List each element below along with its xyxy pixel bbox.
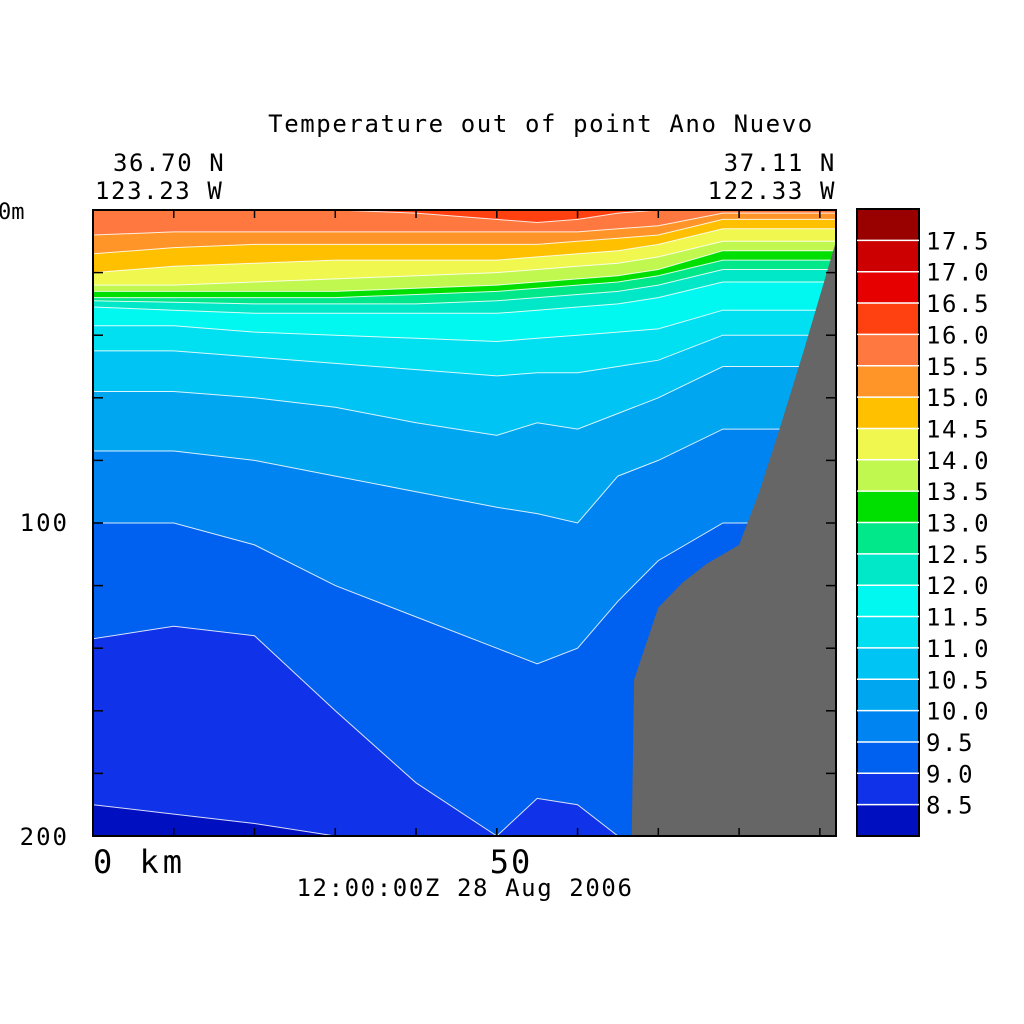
colorbar-swatch <box>857 303 919 335</box>
colorbar <box>857 209 919 837</box>
y-tick-label-200: 200 <box>20 823 69 851</box>
isotherm-line <box>93 804 836 836</box>
x-tick-label-0: 0 km <box>93 843 186 881</box>
y-tick-label-0: 0m <box>0 200 25 225</box>
colorbar-label: 11.5 <box>926 604 990 632</box>
colorbar-label: 15.5 <box>926 353 990 381</box>
colorbar-label: 9.5 <box>926 729 974 757</box>
colorbar-swatch <box>857 773 919 806</box>
colorbar-label: 12.5 <box>926 541 990 569</box>
isotherm-line <box>93 218 836 255</box>
end-longitude: 122.33 W <box>708 177 836 205</box>
x-tick-label-50: 50 <box>490 843 533 881</box>
axis-ticks <box>93 210 836 836</box>
chart-title: Temperature out of point Ano Nuevo <box>268 110 814 138</box>
colorbar-swatch <box>857 522 919 555</box>
colorbar-swatch <box>857 209 919 241</box>
colorbar-label: 11.0 <box>926 635 990 663</box>
end-latitude: 37.11 N <box>724 149 836 177</box>
colorbar-label: 9.0 <box>926 760 974 788</box>
colorbar-swatch <box>857 710 919 743</box>
colorbar-label: 17.5 <box>926 227 990 255</box>
timestamp-label: 12:00:00Z 28 Aug 2006 <box>296 874 633 902</box>
colorbar-label: 10.5 <box>926 666 990 694</box>
colorbar-swatch <box>857 741 919 774</box>
colorbar-label: 13.5 <box>926 478 990 506</box>
colorbar-label: 16.0 <box>926 321 990 349</box>
colorbar-swatch <box>857 271 919 304</box>
colorbar-swatch <box>857 365 919 398</box>
isotherm-line <box>93 210 836 224</box>
colorbar-swatch <box>857 804 919 837</box>
colorbar-labels: 17.5 17.0 16.5 16.0 15.5 15.0 14.5 14.0 13.5 13.0… <box>857 227 990 820</box>
colorbar-swatch <box>857 334 919 367</box>
isotherm-line <box>93 522 836 665</box>
colorbar-label: 10.0 <box>926 698 990 726</box>
colorbar-swatch <box>857 459 919 492</box>
colorbar-swatch <box>857 553 919 586</box>
colorbar-swatch <box>857 616 919 649</box>
isotherm-line <box>93 250 836 292</box>
contour-plot-area <box>93 210 836 836</box>
colorbar-swatch <box>857 428 919 461</box>
isotherm-line <box>93 428 836 524</box>
start-longitude: 123.23 W <box>95 177 223 205</box>
y-tick-label-100: 100 <box>20 509 69 537</box>
start-latitude: 36.70 N <box>113 149 225 177</box>
isotherm-line <box>93 334 836 377</box>
isotherm-line <box>93 212 836 236</box>
colorbar-swatch <box>857 585 919 618</box>
colorbar-swatch <box>857 647 919 680</box>
colorbar-label: 17.0 <box>926 259 990 287</box>
colorbar-label: 14.5 <box>926 416 990 444</box>
isotherm-band <box>93 210 836 223</box>
colorbar-label: 16.5 <box>926 290 990 318</box>
isotherm-line <box>93 259 836 299</box>
colorbar-label: 13.0 <box>926 510 990 538</box>
isotherm-line <box>93 309 836 343</box>
colorbar-label: 14.0 <box>926 447 990 475</box>
isotherm-lines <box>93 210 836 836</box>
colorbar-swatch <box>857 679 919 712</box>
isotherm-line <box>93 240 836 286</box>
colorbar-swatch <box>857 240 919 273</box>
seafloor-terrain <box>631 210 836 836</box>
isotherm-line <box>93 269 836 305</box>
isotherm-line <box>93 366 836 436</box>
colorbar-label: 12.0 <box>926 572 990 600</box>
isotherm-line <box>93 228 836 274</box>
isotherm-band <box>93 210 836 235</box>
colorbar-label: 15.0 <box>926 384 990 412</box>
colorbar-swatch <box>857 491 919 523</box>
colorbar-swatch <box>857 397 919 429</box>
isotherm-line <box>93 625 836 836</box>
colorbar-label: 8.5 <box>926 792 974 820</box>
isotherm-line <box>93 281 836 314</box>
